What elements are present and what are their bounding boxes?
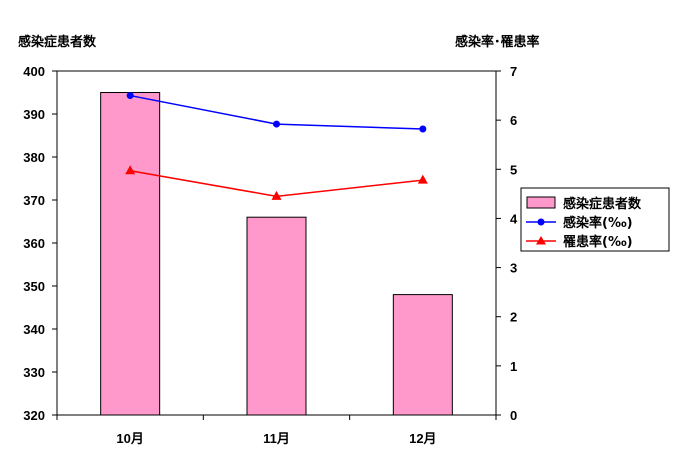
legend-marker-triangle [536,236,546,245]
x-tick-label-2: 12月 [409,431,436,446]
legend-marker-circle [537,218,545,226]
left-axis-ticks: 320 330 340 350 360 370 380 390 400 [23,64,57,423]
left-tick-label-2: 340 [23,322,45,337]
line-0-point-1 [273,120,280,128]
right-tick-label-7: 7 [510,64,517,79]
lines-group [125,92,428,200]
x-axis-ticks: 10月 11月 12月 [56,415,497,446]
right-tick-label-1: 1 [510,359,517,374]
bar-0 [100,92,161,416]
legend-label-bar: 感染症患者数 [563,196,642,212]
line-0-point-0 [126,92,134,100]
left-tick-label-5: 370 [23,193,45,208]
legend-label-line-2: 罹患率(‰) [563,234,633,250]
x-tick-label-0: 10月 [116,431,143,446]
bar-1 [246,216,307,416]
legend-label-line-1: 感染率(‰) [563,215,633,231]
left-tick-label-1: 330 [23,365,45,380]
left-tick-label-7: 390 [23,107,45,122]
right-tick-label-0: 0 [510,408,517,423]
legend: 感染症患者数 感染率(‰) 罹患率(‰) [520,187,670,252]
left-tick-label-4: 360 [23,236,45,251]
line-0-point-2 [419,125,427,133]
right-tick-label-4: 4 [510,211,518,226]
bar-2 [392,294,453,416]
left-axis-label: 感染症患者数 [18,34,97,50]
line-1-point-0 [125,165,136,175]
right-tick-label-3: 3 [510,261,517,276]
left-tick-label-0: 320 [23,408,45,423]
line-1-point-2 [417,174,428,184]
left-tick-label-6: 380 [23,150,45,165]
right-axis-ticks: 0 1 2 3 4 5 6 7 [496,64,518,423]
left-tick-label-8: 400 [23,64,45,79]
line-1-point-1 [271,190,282,200]
x-tick-label-1: 11月 [263,431,290,446]
left-tick-label-3: 350 [23,279,45,294]
right-tick-label-6: 6 [510,113,517,128]
bars-group [100,92,453,416]
legend-swatch-bar [526,196,556,209]
right-axis-label: 感染率･罹患率 [455,34,540,50]
right-tick-label-2: 2 [510,310,517,325]
right-tick-label-5: 5 [510,162,517,177]
